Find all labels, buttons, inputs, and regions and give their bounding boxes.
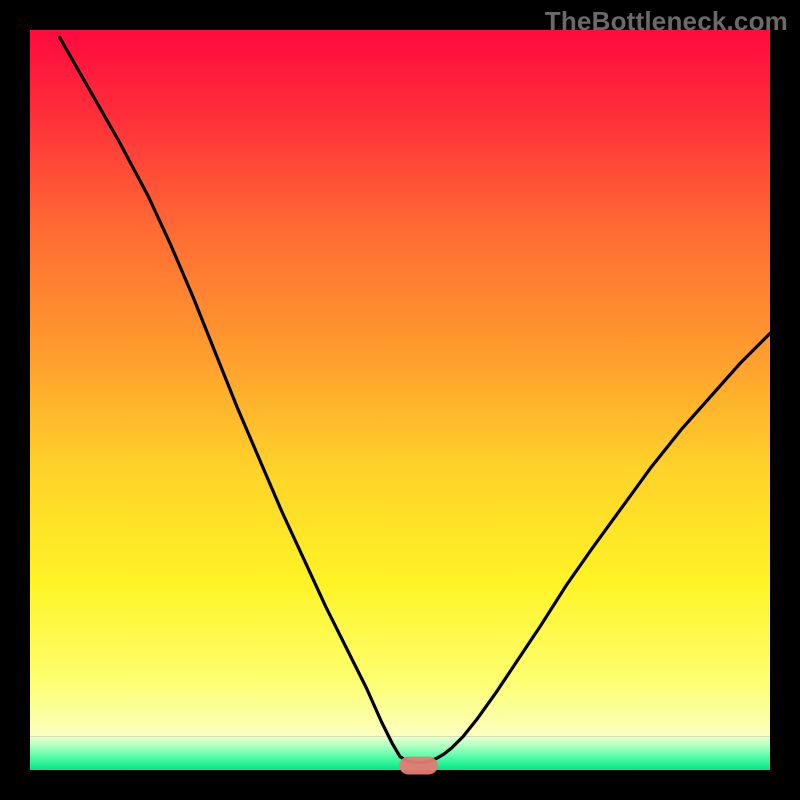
chart-container: TheBottleneck.com: [0, 0, 800, 800]
optimal-marker: [399, 757, 437, 775]
attribution-text: TheBottleneck.com: [545, 6, 788, 37]
gradient-band-upper: [30, 30, 770, 737]
chart-canvas: [0, 0, 800, 800]
